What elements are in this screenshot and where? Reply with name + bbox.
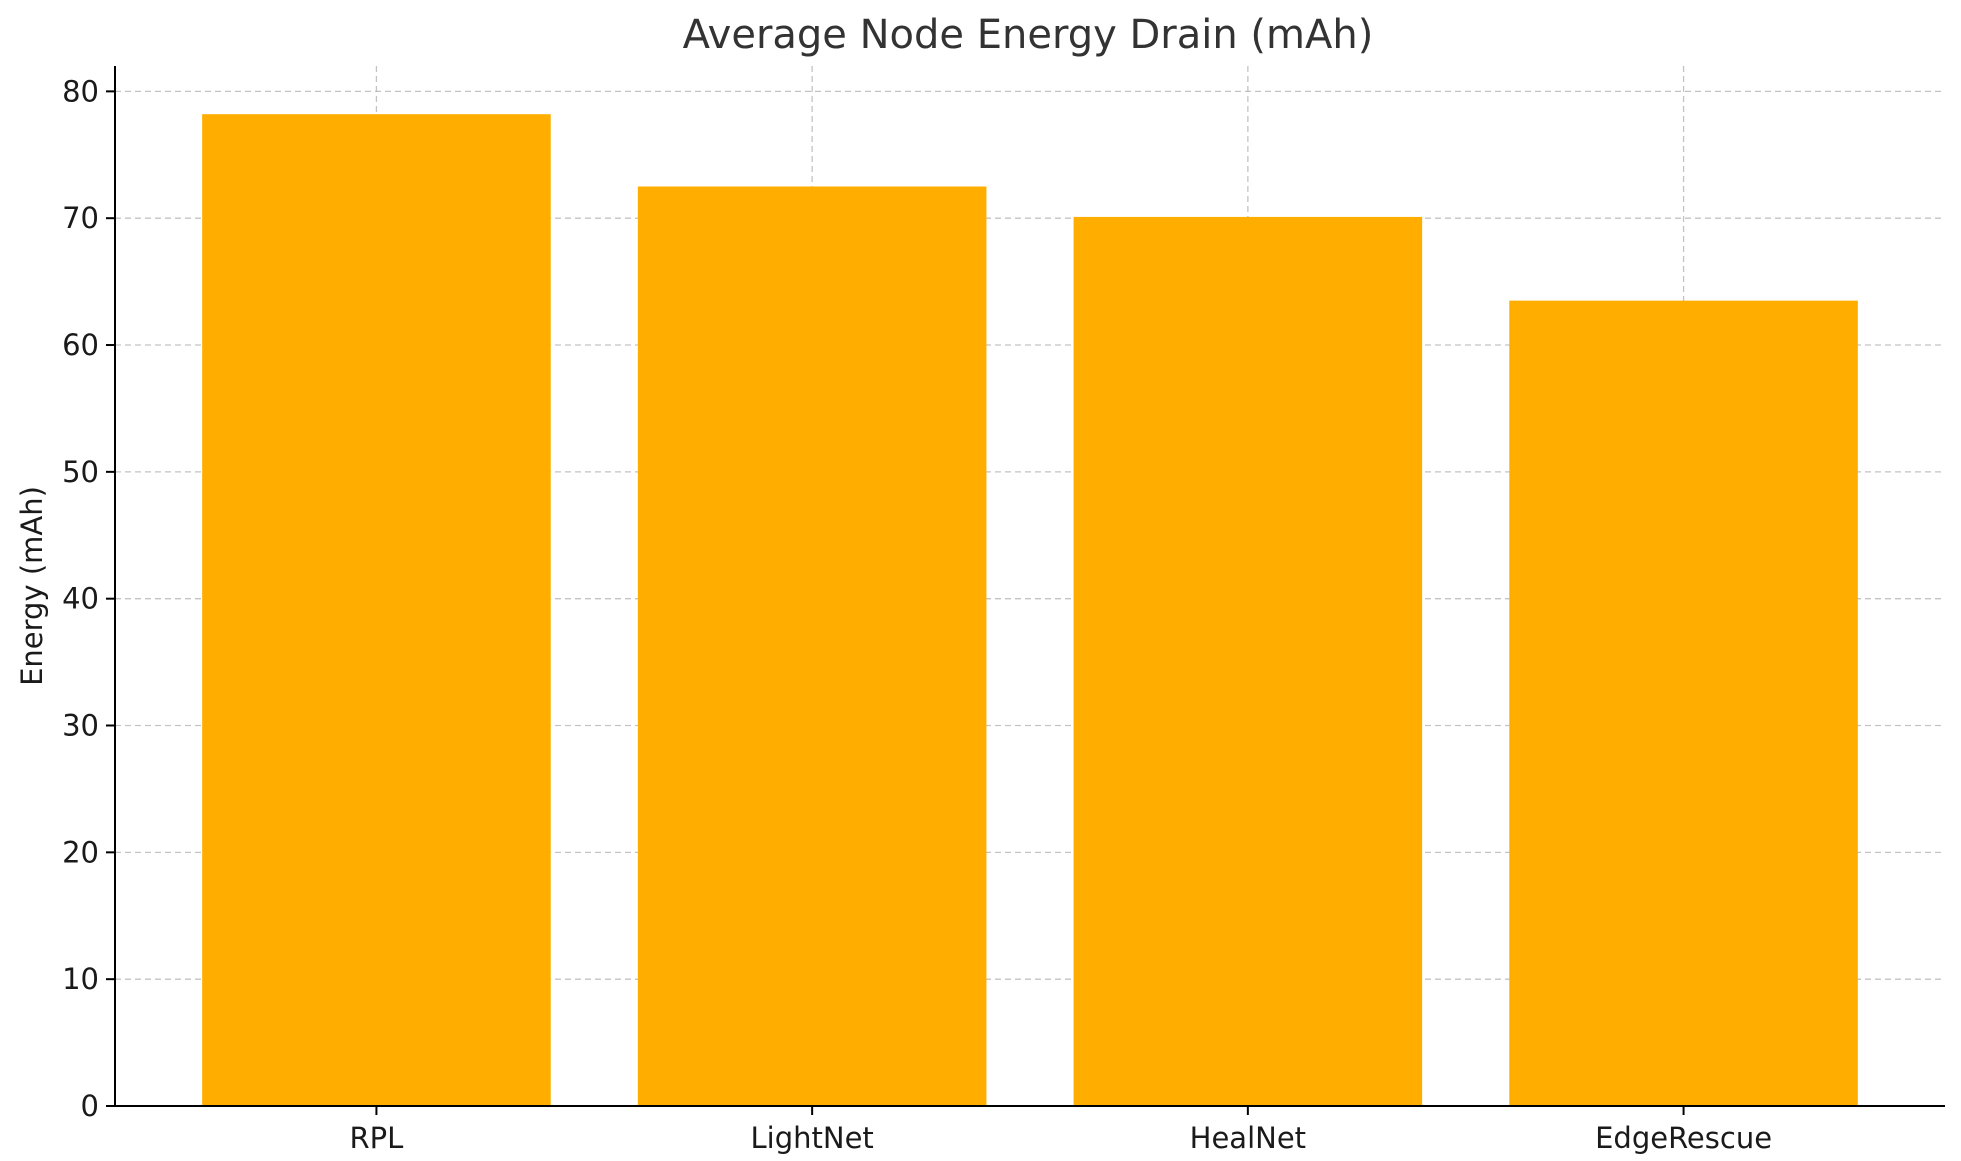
bar-lightnet <box>637 186 987 1107</box>
bars-layer <box>202 114 1858 1107</box>
y-tick-label: 0 <box>81 1089 99 1123</box>
y-tick-label: 40 <box>62 582 99 616</box>
axes-layer <box>106 66 1945 1115</box>
x-tick-label: RPL <box>350 1121 404 1155</box>
labels-layer: 0 10 20 30 40 50 60 70 80 RPL LightNet HealNet EdgeR… <box>62 74 1772 1155</box>
y-tick-label: 10 <box>62 962 99 996</box>
y-tick-label: 60 <box>62 328 99 362</box>
y-tick-label: 30 <box>62 709 99 743</box>
x-tick-label: LightNet <box>751 1121 874 1155</box>
bar-edgerescue <box>1509 300 1858 1106</box>
x-tick-label: EdgeRescue <box>1595 1121 1772 1155</box>
bar-rpl <box>202 114 551 1106</box>
x-tick-label: HealNet <box>1190 1121 1306 1155</box>
chart-title: Average Node Energy Drain (mAh) <box>683 12 1374 58</box>
y-tick-label: 20 <box>62 835 99 869</box>
y-tick-label: 70 <box>62 201 99 235</box>
y-tick-label: 50 <box>62 455 99 489</box>
y-tick-label: 80 <box>62 74 99 108</box>
y-axis-label: Energy (mAh) <box>15 486 49 686</box>
bar-healnet <box>1073 216 1423 1107</box>
